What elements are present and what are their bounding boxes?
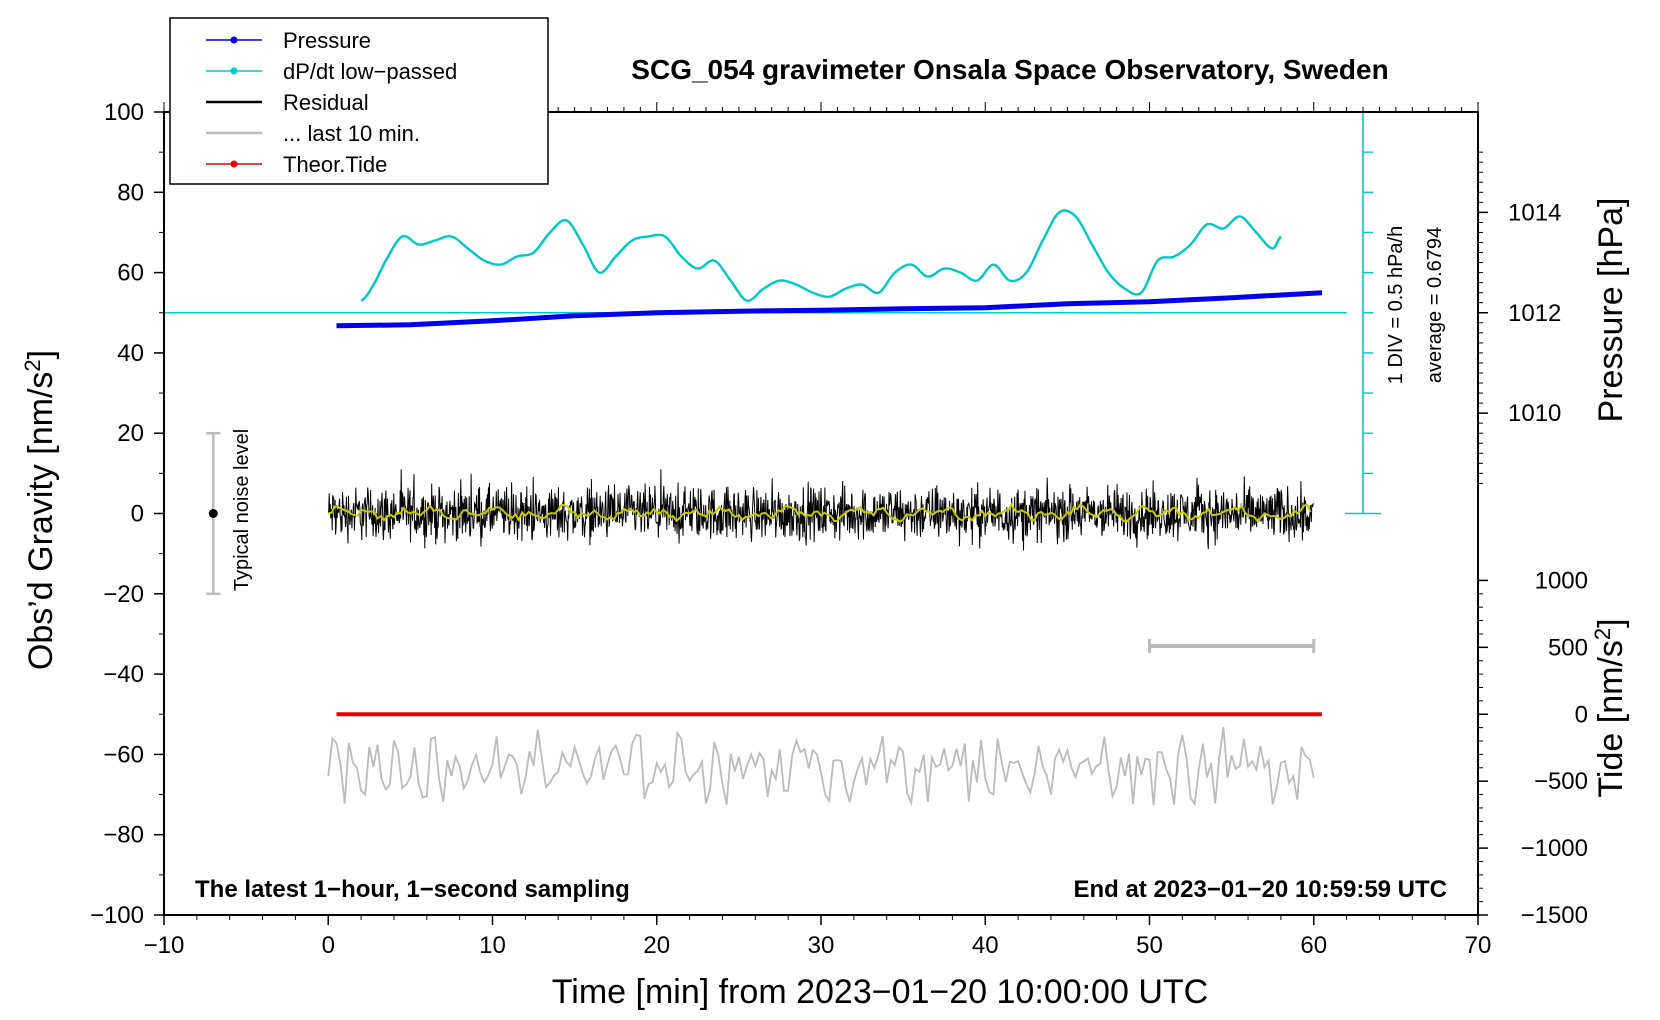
y-tick-label: 80 [117,179,144,206]
pressure-axis-title: Pressure [hPa] [1592,198,1630,423]
legend-label: dP/dt low−passed [283,59,457,84]
pressure-tick-label: 1010 [1508,400,1561,427]
x-tick-label: 10 [479,932,506,959]
y-tick-label: 0 [131,501,144,528]
axes: −10 0 10 20 30 40 50 60 70100806040200−20−40−60−… [90,99,1588,959]
residual-line [327,469,1314,551]
y-tick-label: 60 [117,260,144,287]
tide-axis-title: Tide [nm/s2] [1590,618,1630,797]
pressure-line [336,290,1323,329]
y-tick-label: −40 [103,661,144,688]
ddt-lowpassed-line [360,209,1282,303]
tide-tick-label: 1000 [1535,567,1588,594]
left-axis-title-text: Obs’d Gravity [nm/s [22,372,60,671]
sampling-note: The latest 1−hour, 1−second sampling [195,876,630,903]
y-tick-label: −100 [90,902,144,929]
tide-tick-label: 0 [1575,701,1588,728]
y-tick-label: 20 [117,420,144,447]
left-axis-title-sup: 2 [20,359,45,371]
x-tick-label: 70 [1465,932,1492,959]
left-axis-title: Obs’d Gravity [nm/s2] [20,350,60,670]
y-tick-label: 40 [117,340,144,367]
legend-label: Residual [283,90,369,115]
pressure-tick-label: 1014 [1508,199,1561,226]
ddt-div-label: 1 DIV = 0.5 hPa/h [1385,226,1407,384]
left-axis-title-end: ] [22,350,60,359]
noise-level-label: Typical noise level [231,429,253,591]
legend-label: Theor.Tide [283,152,387,177]
ddt-average-label: average = 0.6794 [1424,227,1446,383]
legend-swatch-marker [230,160,238,168]
y-tick-label: −20 [103,581,144,608]
residual-smoothed-line [328,502,1312,524]
tide-tick-label: −500 [1534,768,1588,795]
plot-area [164,112,1382,807]
x-tick-label: 60 [1300,932,1327,959]
noise-bar-dot [208,509,218,518]
chart-title: SCG_054 gravimeter Onsala Space Observat… [631,54,1388,85]
x-tick-label: 30 [808,932,835,959]
pressure-tick-label: 1012 [1508,300,1561,327]
tide-axis-title-end: ] [1592,618,1630,627]
x-tick-label: 40 [972,932,999,959]
x-tick-label: −10 [144,932,185,959]
last-10min-line [327,726,1315,807]
y-tick-label: 100 [104,99,144,126]
plot-content [164,112,1382,807]
x-tick-label: 0 [322,932,335,959]
tide-axis-title-text: Tide [nm/s [1592,640,1630,797]
end-time-note: End at 2023−01−20 10:59:59 UTC [1073,876,1447,903]
legend: Pressure dP/dt low−passed Residual ... last… [169,17,549,185]
x-tick-label: 20 [643,932,670,959]
y-tick-label: −60 [103,741,144,768]
legend-label: ... last 10 min. [283,121,420,146]
legend-label: Pressure [283,28,371,53]
tide-axis-title-sup: 2 [1590,628,1615,640]
legend-swatch-marker [230,36,238,44]
y-tick-label: −80 [103,822,144,849]
x-axis-title: Time [min] from 2023−01−20 10:00:00 UTC [552,973,1208,1011]
legend-swatch-marker [230,67,238,75]
tide-tick-label: −1000 [1521,835,1588,862]
x-tick-label: 50 [1136,932,1163,959]
tide-tick-label: −1500 [1521,902,1588,929]
tide-tick-label: 500 [1548,634,1588,661]
